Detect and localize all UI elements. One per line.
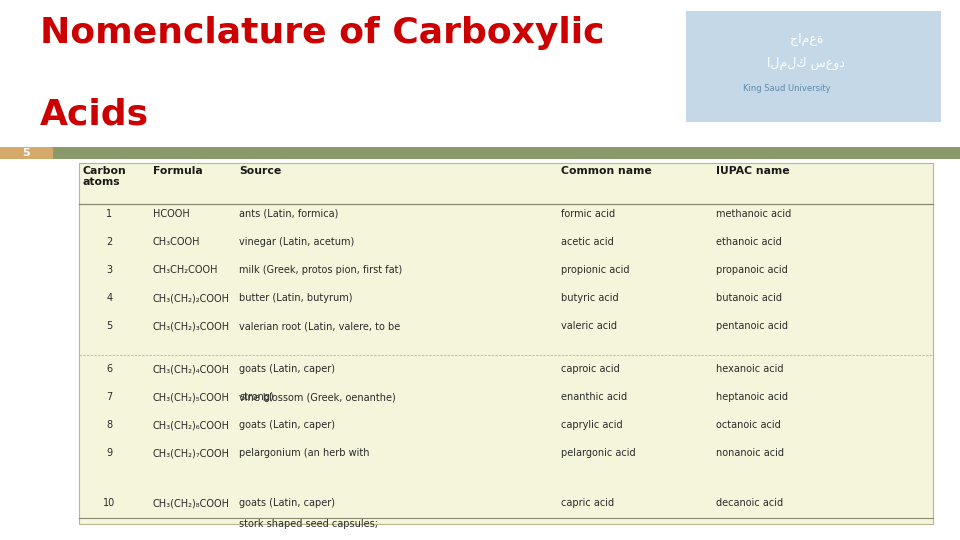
Text: 1: 1 <box>107 209 112 219</box>
Bar <box>0 147 960 159</box>
Text: butyric acid: butyric acid <box>561 293 618 303</box>
Text: 5: 5 <box>23 148 30 158</box>
Text: valeric acid: valeric acid <box>561 321 616 331</box>
Text: enanthic acid: enanthic acid <box>561 392 627 402</box>
Text: 4: 4 <box>107 293 112 303</box>
Text: capric acid: capric acid <box>561 498 613 509</box>
Text: formic acid: formic acid <box>561 209 614 219</box>
Text: CH₃(CH₂)₈COOH: CH₃(CH₂)₈COOH <box>153 498 229 509</box>
Text: 10: 10 <box>104 498 115 509</box>
Text: الملك سعود: الملك سعود <box>767 57 846 70</box>
Text: CH₃(CH₂)₅COOH: CH₃(CH₂)₅COOH <box>153 392 229 402</box>
Text: pelargonic acid: pelargonic acid <box>561 448 636 458</box>
Text: 6: 6 <box>107 364 112 374</box>
Text: pelargonium (an herb with: pelargonium (an herb with <box>239 448 370 458</box>
Text: CH₃(CH₂)₄COOH: CH₃(CH₂)₄COOH <box>153 364 229 374</box>
Text: Formula: Formula <box>153 166 203 176</box>
Text: CH₃(CH₂)₆COOH: CH₃(CH₂)₆COOH <box>153 420 229 430</box>
Text: milk (Greek, protos pion, first fat): milk (Greek, protos pion, first fat) <box>239 265 402 275</box>
Text: CH₃COOH: CH₃COOH <box>153 237 200 247</box>
Text: octanoic acid: octanoic acid <box>716 420 780 430</box>
Text: hexanoic acid: hexanoic acid <box>716 364 783 374</box>
Text: butanoic acid: butanoic acid <box>716 293 782 303</box>
Text: HCOOH: HCOOH <box>153 209 189 219</box>
Text: 3: 3 <box>107 265 112 275</box>
Text: methanoic acid: methanoic acid <box>716 209 791 219</box>
Text: heptanoic acid: heptanoic acid <box>716 392 788 402</box>
Text: caprylic acid: caprylic acid <box>561 420 622 430</box>
Text: acetic acid: acetic acid <box>561 237 613 247</box>
Text: nonanoic acid: nonanoic acid <box>716 448 784 458</box>
Text: CH₃(CH₂)₃COOH: CH₃(CH₂)₃COOH <box>153 321 229 331</box>
Text: 7: 7 <box>107 392 112 402</box>
Text: strong): strong) <box>239 392 274 402</box>
Text: ethanoic acid: ethanoic acid <box>716 237 781 247</box>
Text: CH₃(CH₂)₂COOH: CH₃(CH₂)₂COOH <box>153 293 229 303</box>
Text: Acids: Acids <box>40 97 150 131</box>
FancyBboxPatch shape <box>686 11 941 122</box>
Text: propanoic acid: propanoic acid <box>716 265 788 275</box>
Text: propionic acid: propionic acid <box>561 265 629 275</box>
Text: جامعة: جامعة <box>790 32 823 45</box>
Text: Carbon
atoms: Carbon atoms <box>83 166 127 187</box>
Bar <box>79 163 933 524</box>
Text: IUPAC name: IUPAC name <box>716 166 790 176</box>
Text: decanoic acid: decanoic acid <box>716 498 783 509</box>
Text: 9: 9 <box>107 448 112 458</box>
Text: vine blossom (Greek, oenanthe): vine blossom (Greek, oenanthe) <box>239 392 396 402</box>
Text: caproic acid: caproic acid <box>561 364 619 374</box>
Text: Common name: Common name <box>561 166 652 176</box>
Text: goats (Latin, caper): goats (Latin, caper) <box>239 364 335 374</box>
Text: butter (Latin, butyrum): butter (Latin, butyrum) <box>239 293 352 303</box>
Text: vinegar (Latin, acetum): vinegar (Latin, acetum) <box>239 237 354 247</box>
Text: stork shaped seed capsules;: stork shaped seed capsules; <box>239 519 378 529</box>
Text: 8: 8 <box>107 420 112 430</box>
Text: valerian root (Latin, valere, to be: valerian root (Latin, valere, to be <box>239 321 400 331</box>
Text: 5: 5 <box>107 321 112 331</box>
Text: goats (Latin, caper): goats (Latin, caper) <box>239 498 335 509</box>
Text: CH₃(CH₂)₇COOH: CH₃(CH₂)₇COOH <box>153 448 229 458</box>
Text: CH₃CH₂COOH: CH₃CH₂COOH <box>153 265 218 275</box>
Text: King Saud University: King Saud University <box>743 84 831 93</box>
Bar <box>0 147 53 159</box>
Text: Source: Source <box>239 166 281 176</box>
Text: 2: 2 <box>107 237 112 247</box>
Text: goats (Latin, caper): goats (Latin, caper) <box>239 420 335 430</box>
Text: Nomenclature of Carboxylic: Nomenclature of Carboxylic <box>40 16 605 50</box>
Text: pentanoic acid: pentanoic acid <box>716 321 788 331</box>
Text: ants (Latin, formica): ants (Latin, formica) <box>239 209 339 219</box>
